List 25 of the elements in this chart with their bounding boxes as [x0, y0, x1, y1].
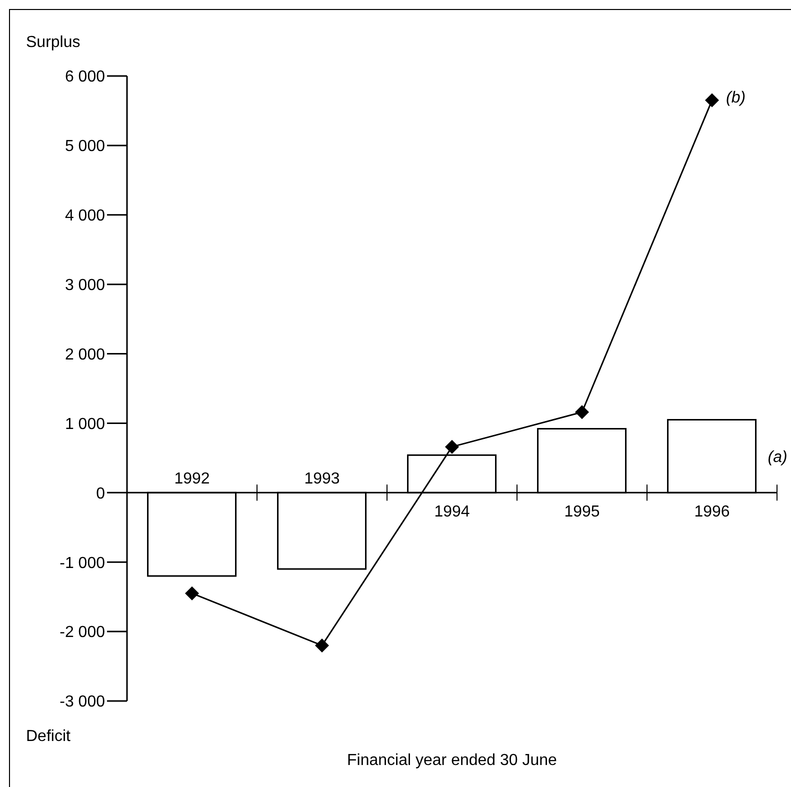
point	[445, 440, 459, 454]
y-tick-label: 3 000	[64, 277, 106, 294]
x-tick-label: 1993	[304, 470, 340, 488]
x-tick-label: 1996	[694, 504, 730, 521]
y-tick-label: 0	[96, 485, 106, 502]
y-tick-label: -3 000	[60, 694, 106, 711]
point	[575, 405, 589, 420]
x-axis-title: Financial year ended 30 June	[346, 752, 558, 770]
series-label: (b)	[726, 89, 746, 106]
series-label: (a)	[768, 449, 788, 466]
point	[315, 638, 329, 652]
x-tick-label: 1992	[174, 470, 210, 488]
y-tick-label: 5 000	[64, 138, 106, 156]
y-tick-label: -1 000	[60, 554, 106, 572]
y-tick-label: 6 000	[64, 68, 106, 86]
point	[185, 586, 199, 600]
y-tick-label: 4 000	[64, 208, 106, 225]
text: Deficit	[26, 728, 70, 746]
y-tick-label: 2 000	[64, 346, 106, 364]
x-tick-label: 1995	[564, 504, 600, 521]
y-axis-title: Surplus	[26, 34, 80, 52]
point	[705, 93, 719, 108]
y-tick-label: -2 000	[60, 624, 106, 642]
x-tick-label: 1994	[434, 504, 470, 521]
y-tick-label: 1 000	[64, 416, 106, 433]
